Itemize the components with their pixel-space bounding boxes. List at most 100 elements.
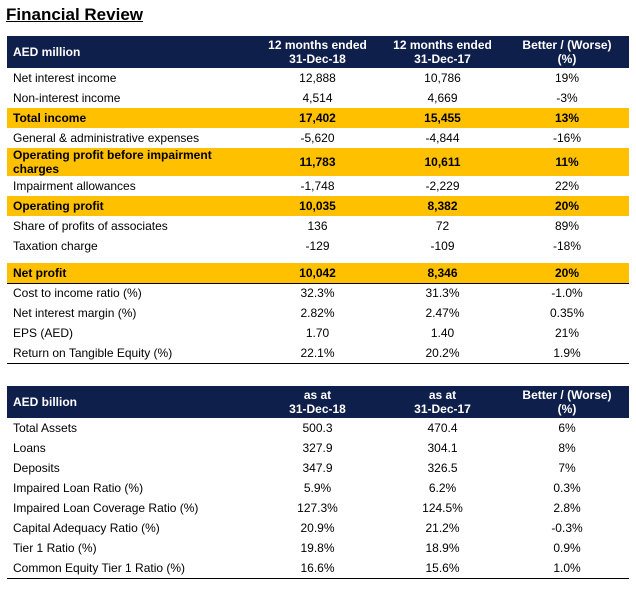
table-row: Net interest margin (%) 2.82% 2.47% 0.35… (7, 303, 629, 323)
row-label: Non-interest income (13, 91, 121, 105)
table-row-highlight: Operating profit 10,035 8,382 20% (7, 196, 629, 216)
value-2017: 20.2% (380, 343, 505, 364)
header-period-2018: as at 31-Dec-18 (255, 386, 380, 418)
value-2018: -5,620 (300, 131, 335, 145)
row-label: Operating profit before impairment charg… (7, 148, 255, 176)
row-label: Net interest income (13, 71, 117, 85)
value-2018: 16.6% (255, 558, 380, 579)
table-row-highlight: Total income 17,402 15,455 13% (7, 108, 629, 128)
value-change: 20% (505, 196, 629, 216)
table-row-highlight: Net profit 10,042 8,346 20% (7, 263, 629, 283)
header-unit: AED billion (7, 386, 255, 418)
header-unit: AED million (7, 36, 255, 68)
value-change: 19% (554, 71, 580, 85)
header-change: Better / (Worse) (%) (505, 36, 629, 68)
value-change: 6% (558, 421, 576, 435)
table-row-highlight: Operating profit before impairment charg… (7, 148, 629, 176)
table-row: Deposits 347.9 326.5 7% (7, 458, 629, 478)
value-2017: 10,786 (424, 71, 461, 85)
value-2018: 500.3 (302, 421, 333, 435)
table-row: Cost to income ratio (%) 32.3% 31.3% -1.… (7, 282, 629, 303)
value-2017: 8,346 (380, 263, 505, 283)
value-change: 2.8% (553, 501, 581, 515)
row-label: Return on Tangible Equity (%) (7, 343, 255, 364)
value-2017: 8,382 (380, 196, 505, 216)
value-2018: 347.9 (302, 461, 333, 475)
table-header-row: AED billion as at 31-Dec-18 as at 31-Dec-1… (7, 386, 629, 418)
value-2018: 10,035 (255, 196, 380, 216)
value-2017: 72 (435, 219, 450, 233)
value-change: 11% (505, 148, 629, 176)
table-row: Capital Adequacy Ratio (%) 20.9% 21.2% -… (7, 518, 629, 538)
value-2017: 304.1 (427, 441, 458, 455)
row-label: Total Assets (13, 421, 78, 435)
value-2017: 31.3% (380, 282, 505, 303)
header-change: Better / (Worse) (%) (505, 386, 629, 418)
row-label: EPS (AED) (13, 326, 74, 340)
row-label: Impairment allowances (13, 179, 136, 193)
value-change: 0.35% (549, 306, 585, 320)
row-label: Deposits (13, 461, 60, 475)
row-label: Capital Adequacy Ratio (%) (13, 521, 160, 535)
table-row: Tier 1 Ratio (%) 19.8% 18.9% 0.9% (7, 538, 629, 558)
balance-sheet-table: AED billion as at 31-Dec-18 as at 31-Dec-1… (7, 386, 629, 579)
row-label: Common Equity Tier 1 Ratio (%) (7, 558, 255, 579)
table-row: Impaired Loan Ratio (%) 5.9% 6.2% 0.3% (7, 478, 629, 498)
spacer-row (7, 256, 629, 263)
value-2018: -1,748 (300, 179, 335, 193)
value-2018: 136 (307, 219, 328, 233)
value-2017: 124.5% (422, 501, 463, 515)
row-label: Impaired Loan Ratio (%) (13, 481, 144, 495)
row-label: Operating profit (7, 196, 255, 216)
value-2017: 15,455 (380, 108, 505, 128)
value-2018: 127.3% (297, 501, 338, 515)
table-row: Net interest income 12,888 10,786 19% (7, 68, 629, 88)
value-2018: 12,888 (299, 71, 336, 85)
value-change: -1.0% (505, 282, 629, 303)
table-row: General & administrative expenses -5,620… (7, 128, 629, 148)
value-2017: 18.9% (425, 541, 460, 555)
value-2018: 4,514 (302, 91, 333, 105)
value-2018: 17,402 (255, 108, 380, 128)
value-2018: -129 (305, 239, 330, 253)
value-2017: -2,229 (425, 179, 460, 193)
table-row: Impaired Loan Coverage Ratio (%) 127.3% … (7, 498, 629, 518)
value-change: -16% (552, 131, 581, 145)
value-change: -0.3% (551, 521, 583, 535)
value-2018: 2.82% (300, 306, 335, 320)
page-title: Financial Review (6, 5, 143, 24)
row-label: Net profit (7, 263, 255, 283)
value-2017: -4,844 (425, 131, 460, 145)
value-2017: 10,611 (380, 148, 505, 176)
value-change: 0.9% (553, 541, 581, 555)
value-2017: 21.2% (425, 521, 460, 535)
row-label: Tier 1 Ratio (%) (13, 541, 97, 555)
value-2018: 5.9% (303, 481, 332, 495)
value-change: 8% (558, 441, 576, 455)
value-change: 89% (554, 219, 580, 233)
value-2017: 6.2% (428, 481, 457, 495)
value-change: 22% (554, 179, 580, 193)
value-2018: 32.3% (255, 282, 380, 303)
value-2017: 15.6% (380, 558, 505, 579)
row-label: General & administrative expenses (13, 131, 200, 145)
table-row: Total Assets 500.3 470.4 6% (7, 418, 629, 438)
row-label: Taxation charge (13, 239, 98, 253)
table-row: EPS (AED) 1.70 1.40 21% (7, 323, 629, 343)
row-label: Total income (7, 108, 255, 128)
value-2018: 327.9 (302, 441, 333, 455)
table-row: Loans 327.9 304.1 8% (7, 438, 629, 458)
row-label: Cost to income ratio (%) (7, 282, 255, 303)
value-change: 0.3% (553, 481, 581, 495)
income-statement-table: AED million 12 months ended 31-Dec-18 12 … (7, 36, 629, 364)
value-2018: 20.9% (300, 521, 335, 535)
value-2017: -109 (430, 239, 455, 253)
value-change: 7% (558, 461, 576, 475)
value-2017: 2.47% (425, 306, 460, 320)
row-label: Net interest margin (%) (13, 306, 137, 320)
table-row: Share of profits of associates 136 72 89… (7, 216, 629, 236)
table-row: Impairment allowances -1,748 -2,229 22% (7, 176, 629, 196)
row-label: Impaired Loan Coverage Ratio (%) (13, 501, 199, 515)
value-change: 20% (505, 263, 629, 283)
value-change: 1.0% (505, 558, 629, 579)
